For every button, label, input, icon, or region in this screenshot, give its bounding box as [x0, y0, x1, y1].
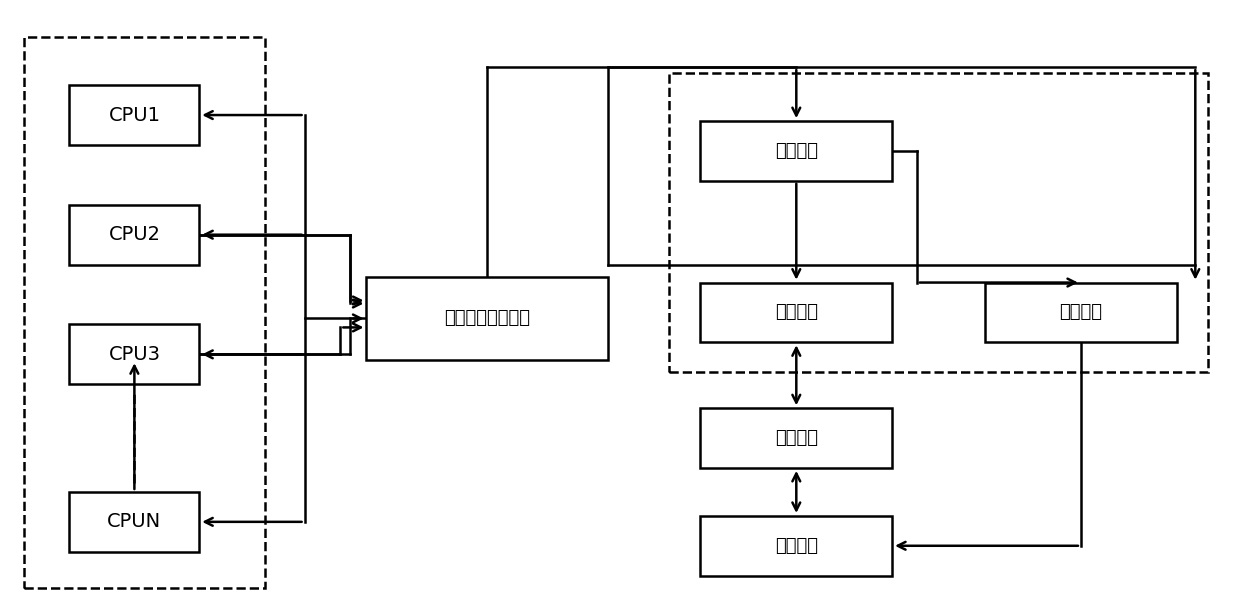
Bar	[69, 205, 200, 264]
Bar	[701, 408, 893, 468]
Text: 维护终端: 维护终端	[775, 537, 818, 555]
Text: CPU3: CPU3	[108, 345, 160, 364]
Bar	[985, 282, 1177, 343]
Text: 存储模块: 存储模块	[775, 304, 818, 322]
Text: 显示界面: 显示界面	[775, 429, 818, 447]
Bar	[69, 85, 200, 145]
Bar	[701, 516, 893, 576]
Text: 修改模块: 修改模块	[1059, 304, 1102, 322]
Text: CPUN: CPUN	[108, 512, 161, 531]
Bar	[366, 276, 608, 361]
Text: CPU1: CPU1	[108, 106, 160, 124]
Text: 验证模块: 验证模块	[775, 142, 818, 160]
Bar	[69, 492, 200, 552]
Bar	[701, 282, 893, 343]
Bar	[670, 73, 1208, 372]
Text: 安全参数收发模块: 安全参数收发模块	[444, 310, 529, 328]
Bar	[24, 37, 265, 588]
Bar	[701, 121, 893, 181]
Text: CPU2: CPU2	[108, 225, 160, 244]
Bar	[69, 325, 200, 384]
